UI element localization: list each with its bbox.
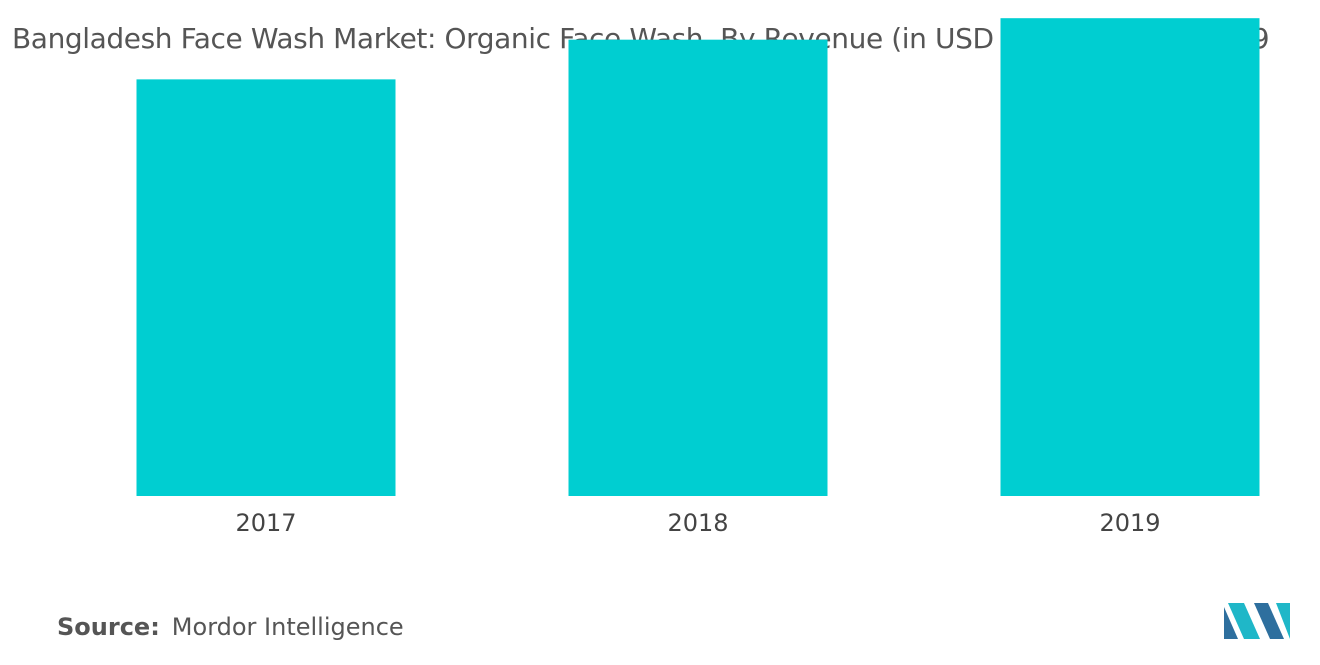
source-note: Source: Mordor Intelligence [57,613,404,641]
bar-2019 [1000,18,1260,496]
bar-chart: 2017 2018 2019 [136,18,1260,537]
bar-2018 [568,39,828,497]
source-label: Source: [57,613,160,641]
x-tick-label: 2017 [235,509,296,537]
x-tick-label: 2018 [667,509,728,537]
source-value: Mordor Intelligence [171,613,404,641]
mordor-intelligence-logo-icon [1224,603,1290,639]
x-tick-label: 2019 [1099,509,1160,537]
bar-2017 [136,79,396,497]
